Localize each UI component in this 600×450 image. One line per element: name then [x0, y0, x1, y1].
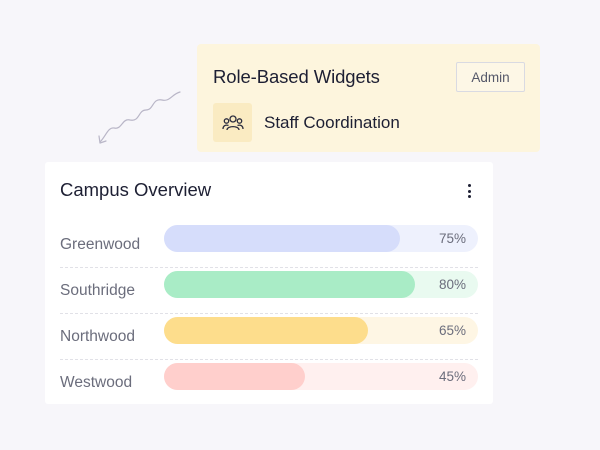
progress-fill — [164, 271, 416, 298]
campus-overview-title: Campus Overview — [60, 179, 212, 200]
campus-name: Greenwood — [60, 236, 141, 253]
progress-percent: 75% — [438, 231, 466, 246]
campus-list: Greenwood 75% Southridge 80% Northwood 65% Wes… — [60, 222, 478, 406]
progress-fill — [164, 363, 306, 390]
admin-role-badge[interactable]: Admin — [456, 62, 525, 92]
progress-track: 75% — [164, 225, 478, 252]
progress-percent: 65% — [438, 323, 466, 338]
progress-percent: 80% — [438, 277, 466, 292]
progress-track: 65% — [164, 317, 478, 344]
curly-arrow-icon — [98, 91, 181, 144]
campus-row: Greenwood 75% — [60, 222, 478, 268]
widgets-panel-title: Role-Based Widgets — [213, 66, 380, 87]
campus-name: Northwood — [60, 328, 135, 345]
role-based-widgets-panel: Role-Based Widgets Admin Staff Coordinat… — [197, 44, 540, 152]
campus-overview-card: Campus Overview Greenwood 75% Southridge 80… — [45, 162, 493, 404]
progress-percent: 45% — [438, 369, 466, 384]
progress-fill — [164, 317, 369, 344]
campus-name: Westwood — [60, 374, 133, 391]
campus-row: Northwood 65% — [60, 314, 478, 360]
campus-row: Westwood 45% — [60, 360, 478, 406]
progress-track: 45% — [164, 363, 478, 390]
progress-fill — [164, 225, 400, 252]
campus-row: Southridge 80% — [60, 268, 478, 314]
kebab-menu-icon[interactable] — [461, 182, 477, 200]
staff-coordination-item[interactable]: Staff Coordination — [264, 113, 400, 132]
people-group-icon — [213, 103, 252, 142]
campus-name: Southridge — [60, 282, 135, 299]
progress-track: 80% — [164, 271, 478, 298]
